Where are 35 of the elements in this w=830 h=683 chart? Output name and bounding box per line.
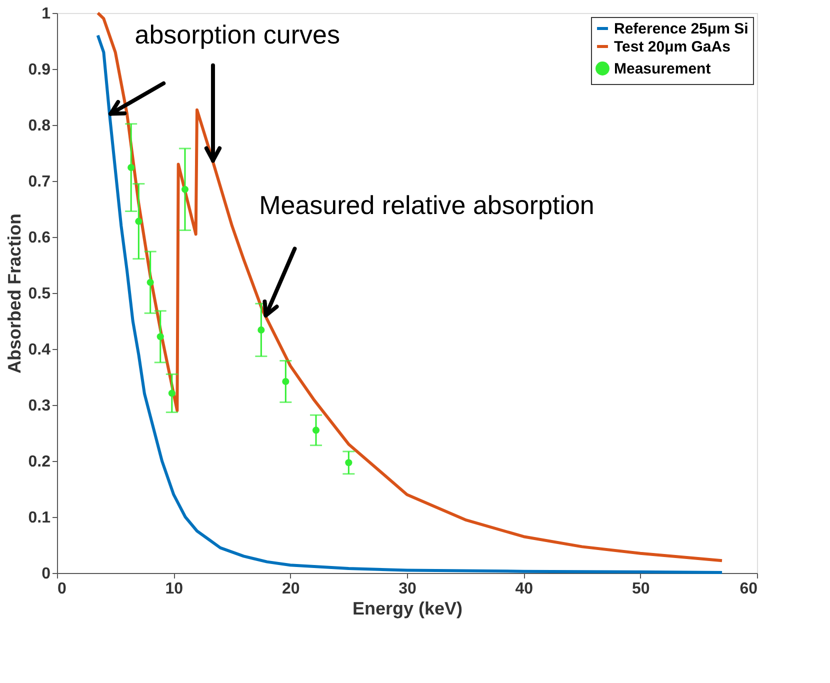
annotation: absorption curves [134, 20, 340, 50]
x-axis-title: Energy (keV) [352, 598, 463, 618]
point [128, 164, 135, 172]
point [282, 378, 290, 386]
x-tick-label: 10 [165, 580, 184, 598]
y-tick-label: 0.7 [28, 174, 51, 190]
y-tick-label: 0.9 [28, 62, 51, 78]
point [181, 186, 189, 193]
y-tick-label: 0.6 [28, 230, 51, 246]
legend-label: Test 20μm GaAs [614, 38, 730, 56]
point [312, 426, 320, 434]
x-tick-label: 50 [632, 580, 650, 598]
point [168, 390, 176, 397]
point [135, 218, 142, 225]
y-tick-label: 0.4 [28, 342, 51, 358]
x-tick-label: 30 [398, 580, 416, 598]
point [345, 459, 352, 466]
y-tick-label: 1 [42, 6, 51, 22]
x-tick-label: 40 [515, 580, 534, 598]
x-tick-label: 0 [58, 580, 66, 598]
y-axis-title: Absorbed Fraction [4, 213, 24, 374]
y-tick-label: 0.2 [28, 454, 51, 470]
legend-label: Measurement [614, 60, 711, 78]
y-tick-label: 0 [42, 566, 51, 582]
legend-label: Reference 25μm Si [614, 20, 748, 38]
point [146, 278, 154, 286]
annotation: Measured relative absorption [259, 190, 594, 220]
point [156, 333, 164, 340]
point [258, 326, 265, 334]
x-tick-label: 20 [282, 580, 300, 598]
y-tick-label: 0.8 [28, 118, 51, 134]
x-tick-label: 60 [740, 580, 758, 598]
y-tick-label: 0.5 [28, 286, 51, 302]
y-tick-label: 0.3 [28, 398, 51, 414]
y-tick-label: 0.1 [28, 510, 51, 526]
